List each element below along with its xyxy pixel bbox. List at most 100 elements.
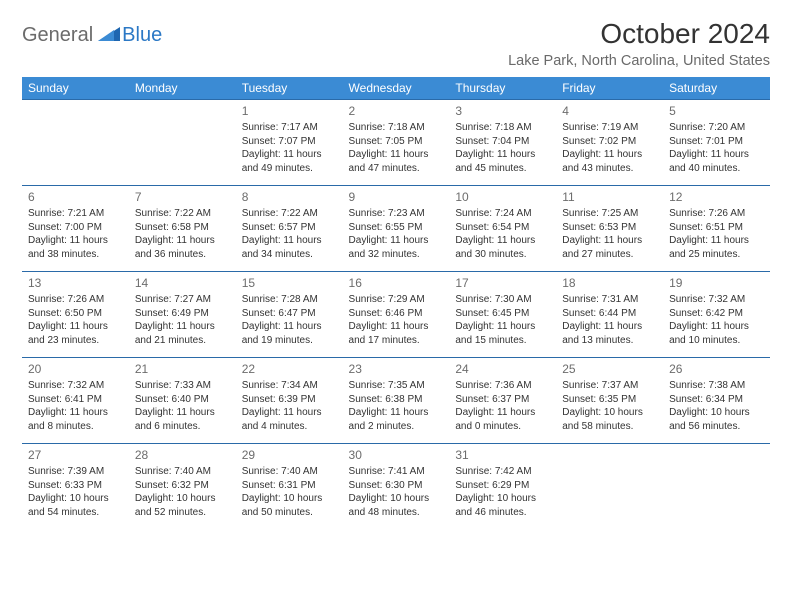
logo: General Blue: [22, 24, 162, 47]
daylight-line: Daylight: 11 hours and 47 minutes.: [349, 148, 444, 175]
day-number: 29: [242, 444, 337, 465]
header: General Blue October 2024 Lake Park, Nor…: [22, 18, 770, 69]
weekday-header: Sunday: [22, 77, 129, 100]
calendar-week-row: 27Sunrise: 7:39 AMSunset: 6:33 PMDayligh…: [22, 444, 770, 530]
sunrise-line: Sunrise: 7:42 AM: [455, 465, 550, 479]
calendar-empty-cell: [129, 100, 236, 186]
page-title: October 2024: [508, 18, 770, 50]
calendar-day-cell: 19Sunrise: 7:32 AMSunset: 6:42 PMDayligh…: [663, 272, 770, 358]
calendar-day-cell: 21Sunrise: 7:33 AMSunset: 6:40 PMDayligh…: [129, 358, 236, 444]
day-number: 14: [135, 272, 230, 293]
sunrise-line: Sunrise: 7:29 AM: [349, 293, 444, 307]
sunrise-line: Sunrise: 7:26 AM: [28, 293, 123, 307]
day-number: 26: [669, 358, 764, 379]
sunset-line: Sunset: 6:47 PM: [242, 307, 337, 321]
daylight-line: Daylight: 11 hours and 0 minutes.: [455, 406, 550, 433]
sunrise-line: Sunrise: 7:22 AM: [242, 207, 337, 221]
sunset-line: Sunset: 6:46 PM: [349, 307, 444, 321]
logo-word-blue: Blue: [122, 24, 162, 47]
day-number: 8: [242, 186, 337, 207]
day-number: 24: [455, 358, 550, 379]
sunset-line: Sunset: 6:33 PM: [28, 479, 123, 493]
sunrise-line: Sunrise: 7:33 AM: [135, 379, 230, 393]
daylight-line: Daylight: 10 hours and 52 minutes.: [135, 492, 230, 519]
sunset-line: Sunset: 6:58 PM: [135, 221, 230, 235]
daylight-line: Daylight: 11 hours and 27 minutes.: [562, 234, 657, 261]
calendar-day-cell: 30Sunrise: 7:41 AMSunset: 6:30 PMDayligh…: [343, 444, 450, 530]
sunset-line: Sunset: 7:07 PM: [242, 135, 337, 149]
day-number: 15: [242, 272, 337, 293]
day-number: 31: [455, 444, 550, 465]
day-number: 1: [242, 100, 337, 121]
daylight-line: Daylight: 11 hours and 32 minutes.: [349, 234, 444, 261]
day-number: 20: [28, 358, 123, 379]
daylight-line: Daylight: 11 hours and 25 minutes.: [669, 234, 764, 261]
sunset-line: Sunset: 6:49 PM: [135, 307, 230, 321]
calendar-day-cell: 22Sunrise: 7:34 AMSunset: 6:39 PMDayligh…: [236, 358, 343, 444]
sunset-line: Sunset: 6:38 PM: [349, 393, 444, 407]
daylight-line: Daylight: 11 hours and 43 minutes.: [562, 148, 657, 175]
daylight-line: Daylight: 11 hours and 10 minutes.: [669, 320, 764, 347]
day-number: 3: [455, 100, 550, 121]
calendar-day-cell: 7Sunrise: 7:22 AMSunset: 6:58 PMDaylight…: [129, 186, 236, 272]
daylight-line: Daylight: 10 hours and 50 minutes.: [242, 492, 337, 519]
sunrise-line: Sunrise: 7:40 AM: [242, 465, 337, 479]
calendar-day-cell: 10Sunrise: 7:24 AMSunset: 6:54 PMDayligh…: [449, 186, 556, 272]
sunrise-line: Sunrise: 7:32 AM: [669, 293, 764, 307]
sunset-line: Sunset: 7:02 PM: [562, 135, 657, 149]
calendar-empty-cell: [663, 444, 770, 530]
daylight-line: Daylight: 11 hours and 34 minutes.: [242, 234, 337, 261]
title-block: October 2024 Lake Park, North Carolina, …: [508, 18, 770, 69]
sunrise-line: Sunrise: 7:27 AM: [135, 293, 230, 307]
calendar-day-cell: 17Sunrise: 7:30 AMSunset: 6:45 PMDayligh…: [449, 272, 556, 358]
weekday-header: Thursday: [449, 77, 556, 100]
calendar-day-cell: 13Sunrise: 7:26 AMSunset: 6:50 PMDayligh…: [22, 272, 129, 358]
day-number: 18: [562, 272, 657, 293]
sunset-line: Sunset: 6:53 PM: [562, 221, 657, 235]
sunrise-line: Sunrise: 7:25 AM: [562, 207, 657, 221]
weekday-header: Tuesday: [236, 77, 343, 100]
calendar-day-cell: 11Sunrise: 7:25 AMSunset: 6:53 PMDayligh…: [556, 186, 663, 272]
calendar-day-cell: 14Sunrise: 7:27 AMSunset: 6:49 PMDayligh…: [129, 272, 236, 358]
sunset-line: Sunset: 6:32 PM: [135, 479, 230, 493]
daylight-line: Daylight: 11 hours and 15 minutes.: [455, 320, 550, 347]
sunrise-line: Sunrise: 7:32 AM: [28, 379, 123, 393]
day-number: 19: [669, 272, 764, 293]
calendar-day-cell: 18Sunrise: 7:31 AMSunset: 6:44 PMDayligh…: [556, 272, 663, 358]
sunset-line: Sunset: 6:37 PM: [455, 393, 550, 407]
sunset-line: Sunset: 6:51 PM: [669, 221, 764, 235]
sunset-line: Sunset: 6:40 PM: [135, 393, 230, 407]
day-number: 25: [562, 358, 657, 379]
sunrise-line: Sunrise: 7:28 AM: [242, 293, 337, 307]
daylight-line: Daylight: 11 hours and 38 minutes.: [28, 234, 123, 261]
day-number: 12: [669, 186, 764, 207]
calendar-day-cell: 3Sunrise: 7:18 AMSunset: 7:04 PMDaylight…: [449, 100, 556, 186]
calendar-day-cell: 23Sunrise: 7:35 AMSunset: 6:38 PMDayligh…: [343, 358, 450, 444]
logo-word-general: General: [22, 24, 93, 47]
sunrise-line: Sunrise: 7:23 AM: [349, 207, 444, 221]
calendar-header-row: SundayMondayTuesdayWednesdayThursdayFrid…: [22, 77, 770, 100]
calendar-day-cell: 16Sunrise: 7:29 AMSunset: 6:46 PMDayligh…: [343, 272, 450, 358]
sunrise-line: Sunrise: 7:35 AM: [349, 379, 444, 393]
daylight-line: Daylight: 11 hours and 17 minutes.: [349, 320, 444, 347]
weekday-header: Friday: [556, 77, 663, 100]
sunrise-line: Sunrise: 7:38 AM: [669, 379, 764, 393]
daylight-line: Daylight: 10 hours and 54 minutes.: [28, 492, 123, 519]
calendar-day-cell: 27Sunrise: 7:39 AMSunset: 6:33 PMDayligh…: [22, 444, 129, 530]
day-number: 9: [349, 186, 444, 207]
sunrise-line: Sunrise: 7:31 AM: [562, 293, 657, 307]
daylight-line: Daylight: 11 hours and 40 minutes.: [669, 148, 764, 175]
location-subtitle: Lake Park, North Carolina, United States: [508, 53, 770, 69]
sunrise-line: Sunrise: 7:30 AM: [455, 293, 550, 307]
calendar-day-cell: 24Sunrise: 7:36 AMSunset: 6:37 PMDayligh…: [449, 358, 556, 444]
day-number: 23: [349, 358, 444, 379]
calendar-day-cell: 9Sunrise: 7:23 AMSunset: 6:55 PMDaylight…: [343, 186, 450, 272]
sunset-line: Sunset: 6:30 PM: [349, 479, 444, 493]
calendar-week-row: 1Sunrise: 7:17 AMSunset: 7:07 PMDaylight…: [22, 100, 770, 186]
calendar-week-row: 13Sunrise: 7:26 AMSunset: 6:50 PMDayligh…: [22, 272, 770, 358]
sunset-line: Sunset: 7:04 PM: [455, 135, 550, 149]
day-number: 11: [562, 186, 657, 207]
sunset-line: Sunset: 6:45 PM: [455, 307, 550, 321]
day-number: 4: [562, 100, 657, 121]
daylight-line: Daylight: 11 hours and 36 minutes.: [135, 234, 230, 261]
